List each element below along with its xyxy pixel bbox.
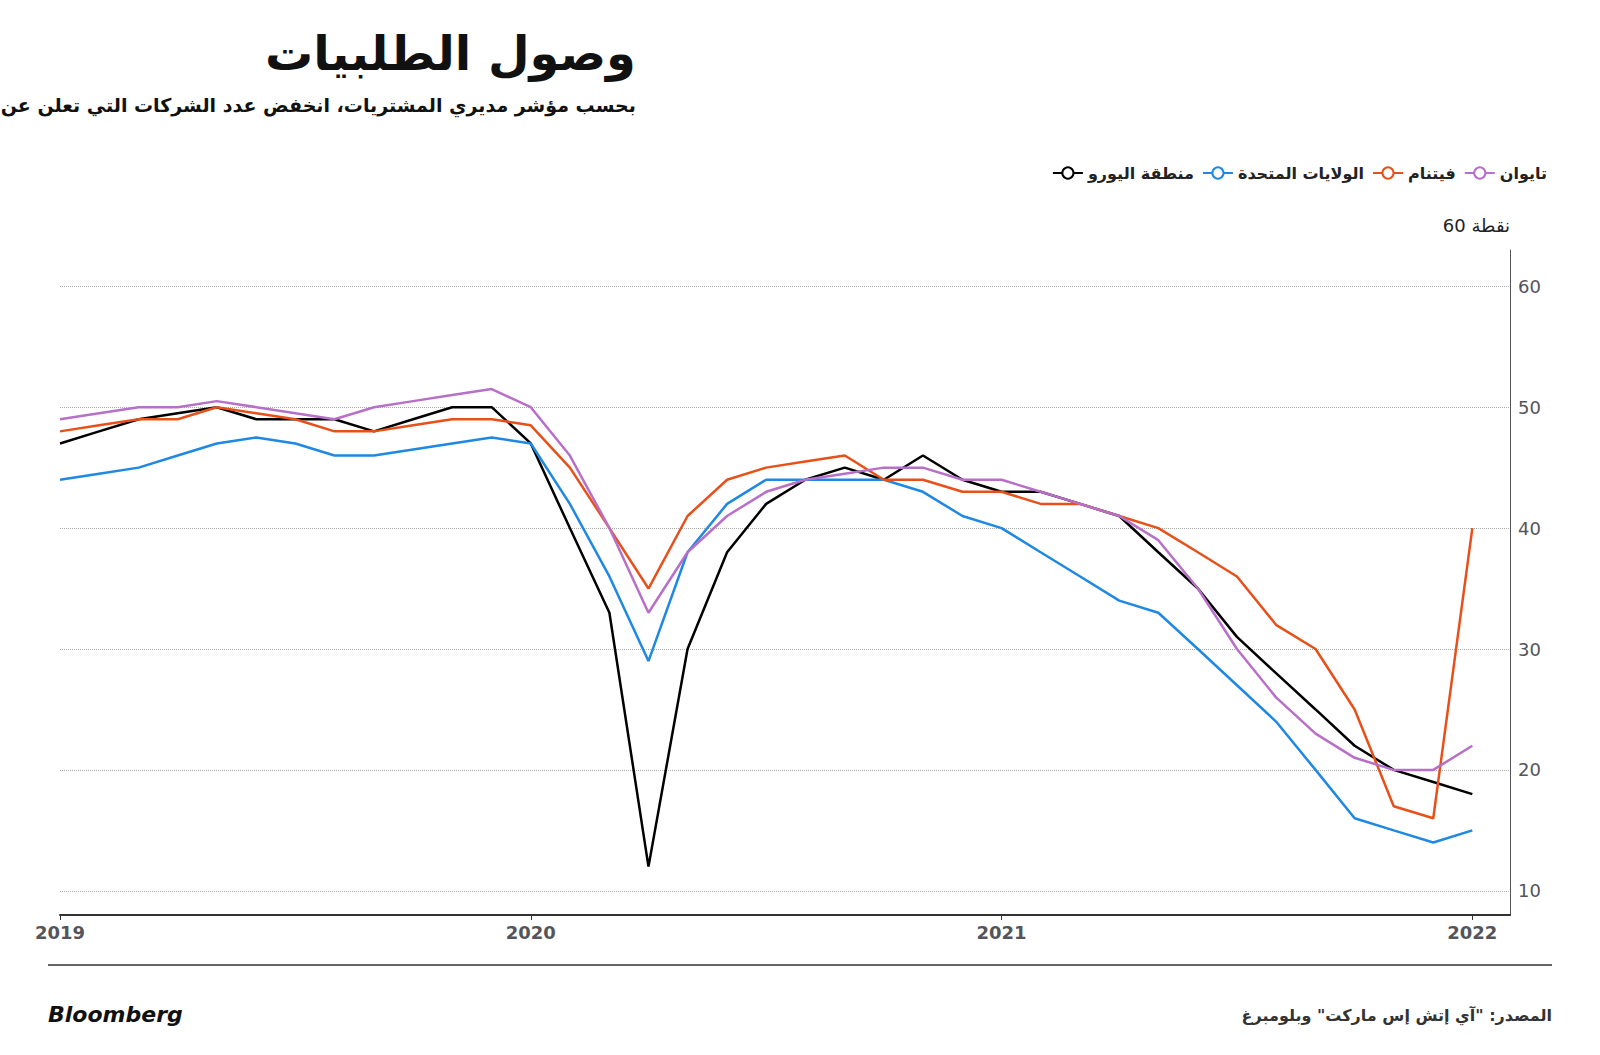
svg-text:2022: 2022 (1447, 922, 1497, 943)
svg-text:Bloomberg: Bloomberg (48, 1002, 183, 1027)
svg-text:2021: 2021 (977, 922, 1027, 943)
svg-text:فيتنام: فيتنام (1408, 164, 1456, 183)
svg-text:60: 60 (1518, 276, 1541, 297)
svg-text:بحسب مؤشر مديري المشتريات، انخ: بحسب مؤشر مديري المشتريات، انخفض عدد الش… (0, 93, 636, 118)
svg-text:30: 30 (1518, 639, 1541, 660)
svg-text:20: 20 (1518, 759, 1541, 780)
svg-text:الولايات المتحدة: الولايات المتحدة (1238, 164, 1364, 183)
svg-text:10: 10 (1518, 880, 1541, 901)
svg-text:تايوان: تايوان (1500, 164, 1547, 183)
svg-text:60 نقطة: 60 نقطة (1443, 215, 1510, 236)
svg-text:2019: 2019 (35, 922, 85, 943)
svg-text:2020: 2020 (506, 922, 556, 943)
svg-text:المصدر: "آي إتش إس ماركت" وبلو: المصدر: "آي إتش إس ماركت" وبلومبرغ (1242, 1005, 1552, 1026)
svg-text:40: 40 (1518, 518, 1541, 539)
svg-text:منطقة اليورو: منطقة اليورو (1087, 164, 1194, 183)
svg-text:وصول الطلبيات: وصول الطلبيات (265, 25, 636, 82)
svg-text:50: 50 (1518, 397, 1541, 418)
